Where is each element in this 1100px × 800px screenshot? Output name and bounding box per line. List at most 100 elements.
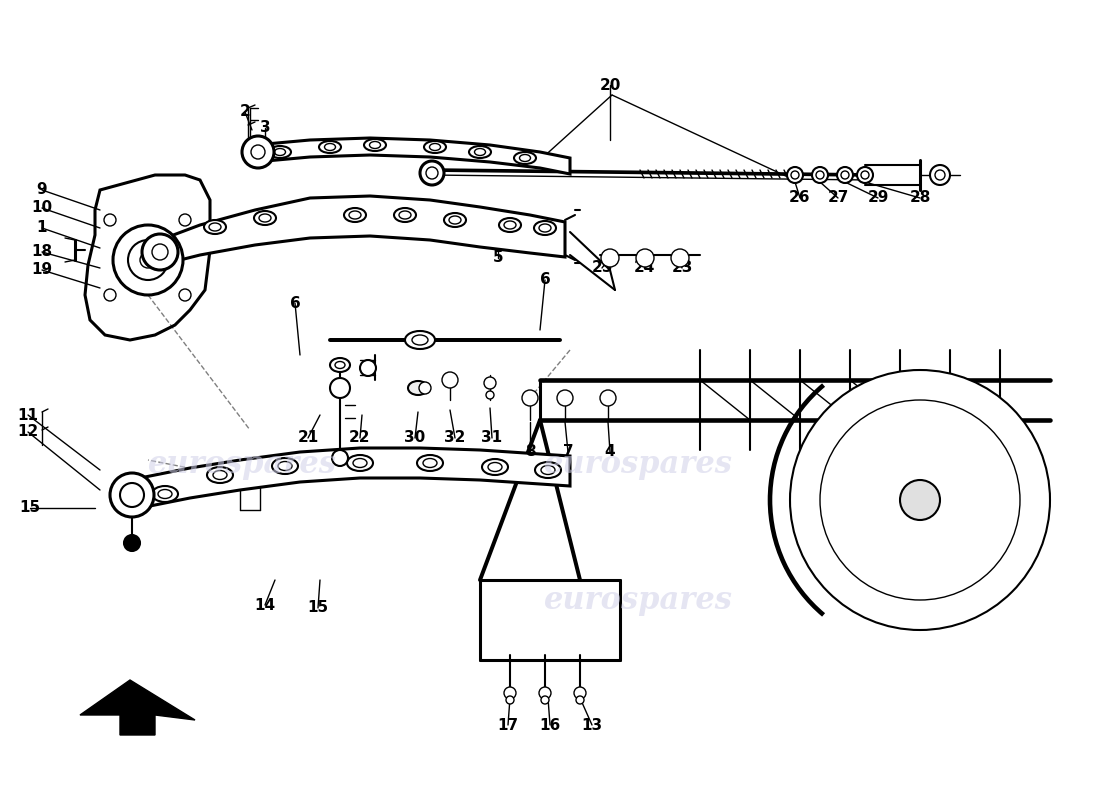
- Circle shape: [857, 167, 873, 183]
- Ellipse shape: [324, 143, 336, 150]
- Circle shape: [504, 687, 516, 699]
- Ellipse shape: [541, 466, 556, 474]
- Circle shape: [541, 696, 549, 704]
- Polygon shape: [85, 175, 210, 340]
- Circle shape: [120, 483, 144, 507]
- Circle shape: [104, 214, 116, 226]
- Circle shape: [601, 249, 619, 267]
- Circle shape: [636, 249, 654, 267]
- Circle shape: [426, 167, 438, 179]
- Ellipse shape: [514, 152, 536, 164]
- Text: 25: 25: [592, 261, 613, 275]
- Ellipse shape: [204, 220, 226, 234]
- Circle shape: [420, 161, 444, 185]
- Ellipse shape: [278, 462, 292, 470]
- Ellipse shape: [399, 211, 411, 219]
- Polygon shape: [255, 138, 570, 174]
- Circle shape: [360, 360, 376, 376]
- Text: 31: 31: [482, 430, 503, 446]
- Text: 3: 3: [260, 121, 271, 135]
- Text: 28: 28: [910, 190, 931, 206]
- Ellipse shape: [370, 142, 381, 149]
- Circle shape: [140, 252, 156, 268]
- Text: eurospares: eurospares: [543, 585, 733, 615]
- Circle shape: [419, 382, 431, 394]
- Ellipse shape: [270, 146, 292, 158]
- Ellipse shape: [412, 335, 428, 345]
- Circle shape: [842, 171, 849, 179]
- Circle shape: [179, 214, 191, 226]
- Circle shape: [790, 370, 1050, 630]
- Text: 5: 5: [493, 250, 504, 266]
- Ellipse shape: [213, 470, 227, 479]
- Circle shape: [861, 171, 869, 179]
- Text: 10: 10: [32, 201, 53, 215]
- Ellipse shape: [405, 331, 435, 349]
- Text: 6: 6: [289, 295, 300, 310]
- Text: eurospares: eurospares: [147, 449, 337, 479]
- Ellipse shape: [209, 223, 221, 231]
- Ellipse shape: [429, 143, 440, 150]
- Ellipse shape: [499, 218, 521, 232]
- Circle shape: [332, 450, 348, 466]
- Circle shape: [812, 167, 828, 183]
- Ellipse shape: [417, 455, 443, 471]
- Circle shape: [576, 696, 584, 704]
- Polygon shape: [130, 448, 570, 510]
- Ellipse shape: [207, 467, 233, 483]
- Text: 13: 13: [582, 718, 603, 733]
- Text: 1: 1: [36, 221, 47, 235]
- Ellipse shape: [330, 358, 350, 372]
- Text: 23: 23: [671, 261, 693, 275]
- Text: 26: 26: [790, 190, 811, 206]
- Ellipse shape: [254, 211, 276, 225]
- Circle shape: [837, 167, 852, 183]
- Circle shape: [486, 391, 494, 399]
- Circle shape: [557, 390, 573, 406]
- Text: eurospares: eurospares: [543, 449, 733, 479]
- Text: 2: 2: [240, 105, 251, 119]
- Ellipse shape: [539, 224, 551, 232]
- Ellipse shape: [158, 490, 172, 498]
- Text: 11: 11: [18, 407, 38, 422]
- Circle shape: [113, 225, 183, 295]
- Circle shape: [791, 171, 799, 179]
- Ellipse shape: [408, 381, 428, 395]
- Ellipse shape: [349, 211, 361, 219]
- Ellipse shape: [424, 141, 446, 153]
- Text: 20: 20: [600, 78, 620, 93]
- Circle shape: [786, 167, 803, 183]
- Circle shape: [522, 390, 538, 406]
- Text: 9: 9: [36, 182, 47, 198]
- Circle shape: [820, 400, 1020, 600]
- Circle shape: [128, 240, 168, 280]
- Text: 21: 21: [297, 430, 319, 446]
- Text: 19: 19: [32, 262, 53, 278]
- Circle shape: [539, 687, 551, 699]
- Circle shape: [442, 372, 458, 388]
- Text: 7: 7: [563, 445, 573, 459]
- Circle shape: [506, 696, 514, 704]
- Ellipse shape: [535, 462, 561, 478]
- Text: 24: 24: [634, 261, 654, 275]
- Ellipse shape: [444, 213, 466, 227]
- Text: 22: 22: [350, 430, 371, 446]
- Ellipse shape: [272, 458, 298, 474]
- Circle shape: [124, 535, 140, 551]
- Circle shape: [484, 377, 496, 389]
- Circle shape: [179, 289, 191, 301]
- Ellipse shape: [488, 462, 502, 471]
- Text: 18: 18: [32, 245, 53, 259]
- Circle shape: [930, 165, 950, 185]
- Polygon shape: [160, 196, 565, 265]
- Text: 15: 15: [307, 601, 329, 615]
- Ellipse shape: [319, 141, 341, 153]
- Text: 15: 15: [20, 501, 41, 515]
- Ellipse shape: [364, 139, 386, 151]
- Ellipse shape: [258, 214, 271, 222]
- Circle shape: [330, 378, 350, 398]
- Ellipse shape: [275, 149, 286, 155]
- Text: 30: 30: [405, 430, 426, 446]
- Text: 16: 16: [539, 718, 561, 733]
- Circle shape: [671, 249, 689, 267]
